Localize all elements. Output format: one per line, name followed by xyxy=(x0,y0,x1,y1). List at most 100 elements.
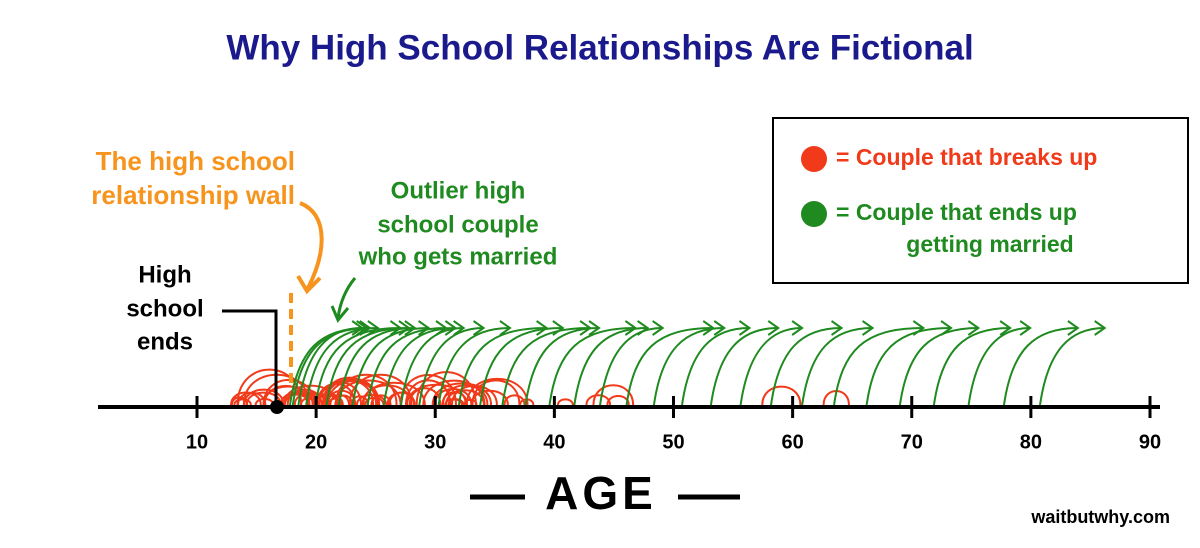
wall-label: The high school xyxy=(96,146,295,176)
married-arrowhead xyxy=(999,320,1012,336)
outlier-arrow xyxy=(336,277,357,319)
tick-label: 50 xyxy=(662,431,684,453)
married-arrow xyxy=(599,327,663,406)
married-arrow xyxy=(382,327,456,406)
tick-label: 10 xyxy=(186,431,208,453)
married-arrowhead xyxy=(1067,320,1080,336)
married-arrow xyxy=(548,327,636,406)
married-arrowhead xyxy=(767,320,780,336)
married-arrow xyxy=(1002,327,1078,406)
married-arrow xyxy=(1039,327,1105,406)
axis-label: AGE xyxy=(545,467,657,519)
married-arrowhead xyxy=(830,320,844,336)
breakup-arc xyxy=(761,385,802,406)
breakup-arc xyxy=(465,377,529,406)
tick-label: 70 xyxy=(901,431,923,453)
married-arrow xyxy=(681,327,750,406)
school-ends-label: ends xyxy=(137,328,193,355)
married-arrow xyxy=(932,327,1011,406)
ticks: 10 20 30 40 50 60 70 80 90 xyxy=(186,396,1161,453)
legend-box xyxy=(772,117,1189,284)
tick-label: 90 xyxy=(1139,431,1161,453)
married-arrowhead xyxy=(967,320,981,336)
legend-label: = Couple that ends up xyxy=(836,199,1077,225)
married-arrowhead xyxy=(1019,320,1032,336)
married-arrowhead xyxy=(367,320,380,336)
married-arrow xyxy=(770,327,842,406)
married-arrowhead xyxy=(351,320,364,336)
breakup-arc xyxy=(406,383,467,406)
married-arrow xyxy=(967,327,1031,406)
married-arrowhead xyxy=(791,320,804,336)
married-arrow xyxy=(325,327,409,406)
breakup-arc xyxy=(503,394,526,406)
married-arrow xyxy=(573,327,648,406)
wall-label: relationship wall xyxy=(91,180,295,210)
breakup-arc xyxy=(556,398,574,406)
tick-label: 20 xyxy=(305,431,327,453)
legend-label: = Couple that breaks up xyxy=(836,144,1097,170)
school-ends-label: High xyxy=(138,261,191,288)
married-arrow xyxy=(801,327,873,406)
breakup-arc xyxy=(447,398,465,406)
married-arrow xyxy=(739,327,803,406)
tick-label: 80 xyxy=(1020,431,1042,453)
married-arrow xyxy=(501,327,591,406)
married-arrowhead xyxy=(499,320,512,336)
married-arrowhead xyxy=(861,320,875,336)
breakup-arc xyxy=(293,391,327,406)
legend-red-dot xyxy=(801,146,827,172)
outlier-label: who gets married xyxy=(358,243,558,270)
breakup-arc xyxy=(450,384,498,406)
married-arrow xyxy=(338,327,415,406)
outlier-label: Outlier high xyxy=(391,177,526,204)
married-arrow xyxy=(457,327,547,406)
breakup-arc xyxy=(329,393,351,406)
married-arrowhead xyxy=(713,320,726,336)
married-arrow xyxy=(418,327,484,406)
married-arrow xyxy=(652,327,725,406)
wall-arrowhead xyxy=(296,274,322,295)
married-arrowhead xyxy=(472,320,486,336)
tick-label: 60 xyxy=(782,431,804,453)
breakup-arc xyxy=(230,396,249,406)
married-arrow xyxy=(305,327,378,406)
married-arrow xyxy=(524,327,600,406)
breakup-arc xyxy=(370,394,392,406)
married-arrowhead xyxy=(652,320,665,336)
outlier-label: school couple xyxy=(377,211,538,238)
breakup-arc xyxy=(606,395,630,406)
married-arrow xyxy=(400,327,464,406)
tick-label: 30 xyxy=(424,431,446,453)
married-arrow xyxy=(865,327,952,406)
school-ends-label: school xyxy=(126,295,203,322)
breakup-arc xyxy=(362,381,426,406)
legend-green-dot xyxy=(801,201,827,227)
breakup-arc xyxy=(327,397,343,406)
married-arrow xyxy=(625,327,714,406)
breakup-arc xyxy=(585,394,612,406)
breakup-arc xyxy=(283,393,310,406)
legend-label: getting married xyxy=(906,231,1073,257)
breakup-arc xyxy=(233,398,252,406)
married-arrowhead xyxy=(1094,320,1107,336)
breakup-arc xyxy=(592,384,635,406)
married-arrow xyxy=(709,327,779,406)
breakup-arc xyxy=(286,388,323,406)
tick-label: 40 xyxy=(543,431,565,453)
school-ends-dot xyxy=(270,400,284,414)
credit: waitbutwhy.com xyxy=(1030,507,1170,527)
breakup-arc xyxy=(404,379,452,406)
married-arrow xyxy=(437,327,510,406)
breakup-arc xyxy=(355,393,388,406)
arcs xyxy=(230,320,1107,406)
married-arrow xyxy=(479,327,563,406)
outlier-arrowhead xyxy=(330,305,350,323)
married-arrow xyxy=(833,327,924,406)
married-arrowhead xyxy=(417,320,431,336)
title: Why High School Relationships Are Fictio… xyxy=(226,28,973,67)
married-arrowhead xyxy=(453,320,466,336)
married-arrowhead xyxy=(588,320,601,336)
married-arrowhead xyxy=(738,320,752,336)
